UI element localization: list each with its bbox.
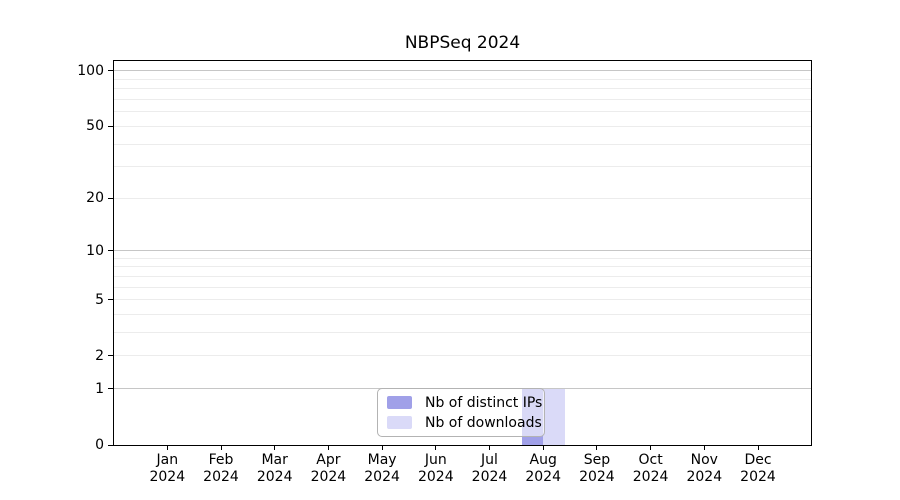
plot-area: Nb of distinct IPs Nb of downloads 0 1 2 5 1… — [77, 60, 812, 485]
y-gridline-minor — [114, 314, 811, 316]
y-gridline-minor — [114, 125, 811, 127]
x-tick-mark — [703, 445, 705, 450]
x-tick-mark — [381, 445, 383, 450]
y-gridline-minor — [114, 355, 811, 357]
y-tick-label: 1 — [95, 380, 104, 397]
x-tick-mark — [435, 445, 437, 450]
x-tick-label: Sep 2024 — [579, 452, 615, 486]
x-tick-mark — [220, 445, 222, 450]
y-gridline-minor — [114, 286, 811, 288]
y-gridline-minor — [114, 266, 811, 268]
y-gridline-minor — [114, 99, 811, 101]
y-tick-label: 5 — [95, 291, 104, 308]
y-tick-mark — [108, 355, 113, 357]
bar-downloads — [543, 388, 565, 445]
y-gridline-minor — [114, 257, 811, 259]
legend-item-downloads: Nb of downloads — [387, 415, 542, 431]
y-tick-label: 0 — [95, 437, 104, 453]
y-gridline-minor — [114, 332, 811, 334]
x-tick-mark — [650, 445, 652, 450]
x-tick-mark — [596, 445, 598, 450]
legend-label-distinct-ips: Nb of distinct IPs — [425, 394, 543, 411]
y-gridline-minor — [114, 143, 811, 145]
y-tick-mark — [108, 388, 113, 390]
x-tick-mark — [489, 445, 490, 450]
y-gridline-minor — [114, 299, 811, 301]
y-gridline-minor — [114, 88, 811, 90]
x-tick-label: Oct 2024 — [632, 452, 669, 486]
y-tick-mark — [108, 197, 113, 199]
x-tick-label: Apr 2024 — [310, 452, 347, 486]
x-tick-mark — [757, 445, 759, 450]
x-tick-label: Jul 2024 — [471, 452, 508, 486]
x-tick-label: May 2024 — [364, 452, 400, 486]
legend-swatch-downloads-icon — [387, 416, 412, 429]
y-tick-mark — [108, 444, 113, 446]
y-tick-label: 50 — [86, 118, 104, 135]
x-tick-label: Dec 2024 — [740, 452, 776, 486]
legend-swatch-distinct-ips-icon — [387, 396, 412, 409]
y-gridline-minor — [114, 166, 811, 168]
x-tick-label: Jun 2024 — [417, 452, 454, 486]
legend-item-distinct-ips: Nb of distinct IPs — [387, 395, 542, 411]
y-tick-label: 2 — [95, 347, 104, 364]
legend: Nb of distinct IPs Nb of downloads — [377, 388, 545, 437]
x-tick-mark — [274, 445, 276, 450]
y-tick-mark — [108, 125, 113, 127]
x-tick-label: Jan 2024 — [149, 452, 186, 486]
y-gridline-minor — [114, 111, 811, 113]
y-gridline-minor — [114, 275, 811, 277]
x-tick-mark — [327, 445, 329, 450]
x-tick-label: Nov 2024 — [686, 452, 723, 486]
x-tick-mark — [166, 445, 168, 450]
legend-label-downloads: Nb of downloads — [425, 414, 542, 431]
y-tick-mark — [108, 299, 113, 301]
x-tick-mark — [542, 445, 544, 450]
y-tick-mark — [108, 250, 113, 252]
y-gridline-minor — [114, 197, 811, 199]
chart-title: NBPSeq 2024 — [404, 33, 521, 53]
x-tick-label: Aug 2024 — [525, 452, 561, 486]
x-tick-label: Feb 2024 — [203, 452, 239, 486]
y-tick-label: 100 — [77, 62, 104, 79]
x-tick-label: Mar 2024 — [256, 452, 293, 486]
y-tick-label: 10 — [86, 242, 104, 259]
y-gridline-major — [114, 250, 811, 252]
y-tick-label: 20 — [86, 190, 104, 207]
y-tick-mark — [108, 70, 113, 72]
y-gridline-major — [114, 70, 811, 72]
y-gridline-minor — [114, 78, 811, 80]
